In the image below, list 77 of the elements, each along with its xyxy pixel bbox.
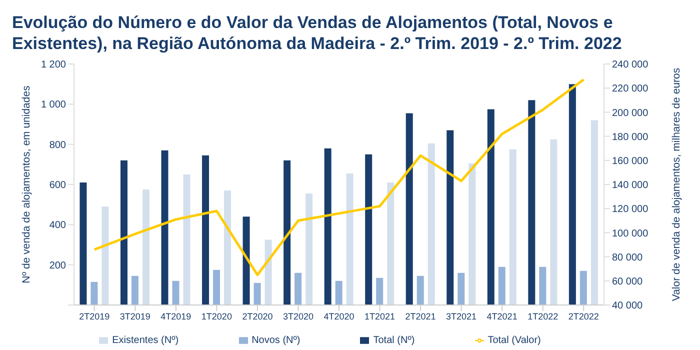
y2-axis-title: Valor de venda de alojamentos, milhares de euros [670,68,683,302]
legend-label: Total (Valor) [488,335,541,346]
bar [90,282,98,305]
bar [428,143,435,305]
y-tick-label: 200 [49,260,66,272]
x-tick-label: 4T2021 [486,311,518,322]
y2-tick-label: 40 000 [612,300,644,312]
x-tick-label: 4T2019 [160,311,192,322]
y2-tick-label: 160 000 [612,156,649,167]
bar [254,282,261,305]
bar [294,272,302,305]
bar [224,190,232,305]
y2-tick-label: 180 000 [612,132,649,143]
x-tick-label: 2T2022 [568,311,599,322]
bar [446,130,454,305]
bar [346,173,354,305]
bar [142,190,150,305]
y-tick-label: 800 [49,140,66,151]
bar [80,182,87,305]
y2-tick-label: 60 000 [612,276,644,288]
x-tick-label: 3T2021 [446,311,477,322]
x-tick-label: 2T2021 [405,311,436,322]
x-tick-label: 3T2019 [120,311,150,322]
bar [580,270,587,305]
bar [161,150,168,305]
legend-label: Total (Nº) [373,335,415,346]
x-tick-label: 1T2020 [201,311,232,322]
bar [131,276,138,305]
bar [172,280,180,305]
bar [458,272,465,305]
y2-tick-label: 220 000 [612,84,649,95]
bar [102,206,109,305]
bar [242,216,250,305]
bar [468,163,476,305]
bar [416,276,424,305]
bar [264,240,272,305]
x-tick-label: 3T2020 [282,311,314,322]
y2-tick-label: 200 000 [612,108,649,119]
y-tick-label: 1 200 [40,60,66,71]
y-tick-label: 600 [49,180,66,192]
chart-title: Evolução do Número e do Valor da Vendas de Alojamentos (Total, Novos e Existentes), na Região Autónoma da Madeira - 2.º Trim. 2019 - 2.º Trim. 2022 [11,12,623,55]
y2-tick-label: 240 000 [612,60,649,71]
bar [568,84,576,305]
bar [509,149,516,305]
bar [590,120,598,305]
y2-tick-label: 140 000 [612,180,649,192]
bar [213,270,220,305]
x-tick-label: 4T2020 [324,311,354,322]
bar [202,155,210,305]
bar [324,148,332,305]
y2-tick-label: 120 000 [612,204,649,216]
legend-label: Existentes (Nº) [112,335,179,346]
y-tick-label: 1 000 [40,100,66,111]
line-series [93,78,585,276]
y-axis-title: Nº de venda de alojamentos, em unidades [20,86,33,284]
bar [120,160,128,305]
bar [376,278,384,305]
bar [528,100,536,305]
bar [406,113,413,305]
legend-label: Novos (Nº) [252,335,300,346]
bar [284,160,291,305]
x-tick-label: 2T2019 [79,311,110,322]
y2-tick-label: 80 000 [612,252,644,264]
bar [335,280,342,305]
y-tick-label: 400 [49,220,66,232]
x-tick-label: 1T2021 [364,311,396,322]
bar [183,174,190,305]
bar [498,266,506,305]
bar [306,194,313,305]
bar [539,266,546,305]
x-tick-label: 1T2022 [528,311,558,322]
x-tick-label: 2T2020 [242,311,273,322]
bar [487,109,494,305]
y2-tick-label: 100 000 [612,228,649,240]
bar [365,154,372,305]
bar [387,182,394,305]
bar [550,139,558,305]
